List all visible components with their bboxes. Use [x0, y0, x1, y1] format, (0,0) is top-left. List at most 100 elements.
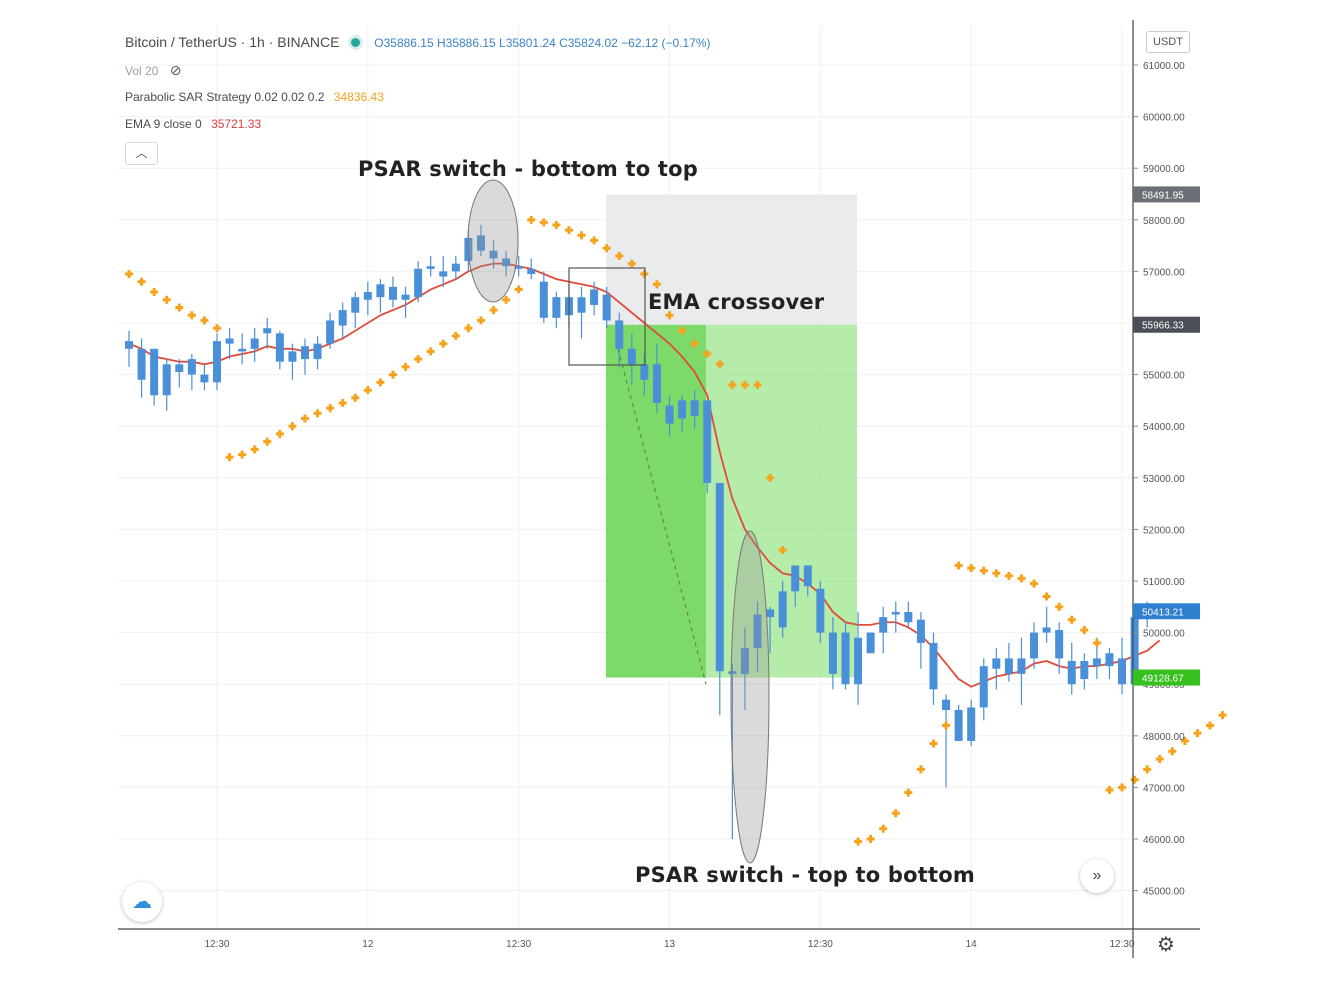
candle-body	[715, 482, 724, 672]
price-tick-label: 49000.00	[1143, 680, 1185, 691]
candle-body	[778, 591, 787, 628]
ohlc-readout: O35886.15 H35886.15 L35801.24 C35824.02 …	[374, 36, 711, 50]
ema-crossover-box	[568, 267, 646, 366]
candle-body	[489, 250, 498, 259]
currency-label[interactable]: USDT	[1146, 31, 1190, 53]
volume-legend[interactable]: Vol 20 ⊘	[125, 62, 181, 79]
psar-dot	[690, 339, 699, 348]
psar-dot	[1155, 755, 1164, 764]
candle	[627, 333, 636, 385]
candle	[1080, 653, 1089, 690]
candle-body	[1092, 658, 1101, 667]
candle-body	[225, 338, 234, 344]
candle	[1004, 642, 1013, 682]
candle-body	[552, 297, 561, 318]
candle	[1042, 606, 1051, 643]
psar-dot	[602, 244, 611, 253]
candle-body	[313, 343, 322, 360]
psar-dot	[1218, 711, 1227, 720]
candle-body	[1067, 660, 1076, 685]
candle-body	[1080, 660, 1089, 680]
psar-legend[interactable]: Parabolic SAR Strategy 0.02 0.02 0.2 348…	[125, 90, 384, 104]
candle	[476, 224, 485, 256]
psar-markers	[125, 215, 1227, 846]
psar-dot	[715, 360, 724, 369]
psar-dot	[476, 316, 485, 325]
psar-dot	[338, 398, 347, 407]
candle	[200, 364, 209, 391]
candle	[225, 328, 234, 360]
eye-off-icon[interactable]: ⊘	[169, 62, 182, 78]
psar-dot	[1067, 615, 1076, 624]
psar-dot	[740, 380, 749, 389]
volume-label: Vol 20	[125, 64, 159, 78]
candle	[766, 606, 775, 654]
candle-body	[187, 359, 196, 375]
psar-dot	[1092, 638, 1101, 647]
psar-dot	[564, 226, 573, 235]
candle-body	[175, 364, 184, 373]
psar-dot	[778, 546, 787, 555]
candle-body	[967, 707, 976, 741]
psar-dot	[527, 215, 536, 224]
price-tag-box	[1133, 603, 1200, 620]
psar-dot	[414, 355, 423, 364]
candle	[916, 611, 925, 669]
candle	[703, 400, 712, 494]
psar-dot	[137, 277, 146, 286]
ema-polyline	[128, 262, 1161, 688]
candle-body	[703, 400, 712, 483]
candle	[489, 240, 498, 269]
psar-dot	[1042, 592, 1051, 601]
psar-switch-ellipse-top	[467, 179, 519, 303]
psar-dot	[187, 311, 196, 320]
cloud-logo-icon[interactable]: ☁	[122, 882, 162, 922]
time-tick-label: 12:30	[1110, 939, 1135, 950]
price-tick-label: 52000.00	[1143, 525, 1185, 536]
psar-dot	[652, 280, 661, 289]
price-tick-label: 61000.00	[1143, 61, 1185, 72]
price-tick-label: 48000.00	[1143, 732, 1185, 743]
scroll-to-realtime-icon[interactable]: »	[1080, 859, 1114, 893]
ema-legend[interactable]: EMA 9 close 0 35721.33	[125, 117, 261, 131]
psar-dot	[376, 378, 385, 387]
candle	[162, 359, 171, 411]
candle	[1030, 622, 1039, 669]
candle-body	[954, 710, 963, 741]
candle-body	[942, 699, 951, 710]
candle-body	[590, 289, 599, 305]
psar-dot	[212, 324, 221, 333]
candle	[1067, 642, 1076, 695]
candle-body	[125, 341, 133, 349]
time-tick-label: 12:30	[506, 939, 531, 950]
candle-body	[665, 405, 674, 424]
candle	[187, 353, 196, 391]
annotation-psar-bottom-to-top: PSAR switch - bottom to top	[358, 157, 698, 181]
psar-dot	[766, 473, 775, 482]
collapse-legend-button[interactable]: ︿	[125, 142, 158, 165]
gear-icon[interactable]: ⚙	[1157, 934, 1175, 956]
drawn-shapes	[467, 179, 770, 864]
psar-dot	[979, 566, 988, 575]
candle	[640, 353, 649, 396]
candle	[615, 312, 624, 367]
candle	[426, 255, 435, 277]
candle-body	[451, 263, 460, 272]
candle	[753, 601, 762, 672]
candle	[388, 276, 397, 308]
psar-dot	[879, 824, 888, 833]
psar-dot	[678, 326, 687, 335]
candle	[678, 395, 687, 432]
price-tick-label: 47000.00	[1143, 783, 1185, 794]
psar-dot	[942, 721, 951, 730]
candle-body	[728, 671, 737, 674]
candle	[175, 359, 184, 388]
candle	[263, 317, 272, 349]
time-tick-label: 12:30	[808, 939, 833, 950]
psar-dot	[326, 404, 335, 413]
candle-body	[502, 258, 511, 267]
psar-dot	[992, 569, 1001, 578]
candle	[552, 292, 561, 329]
trade-path-line	[617, 348, 707, 685]
